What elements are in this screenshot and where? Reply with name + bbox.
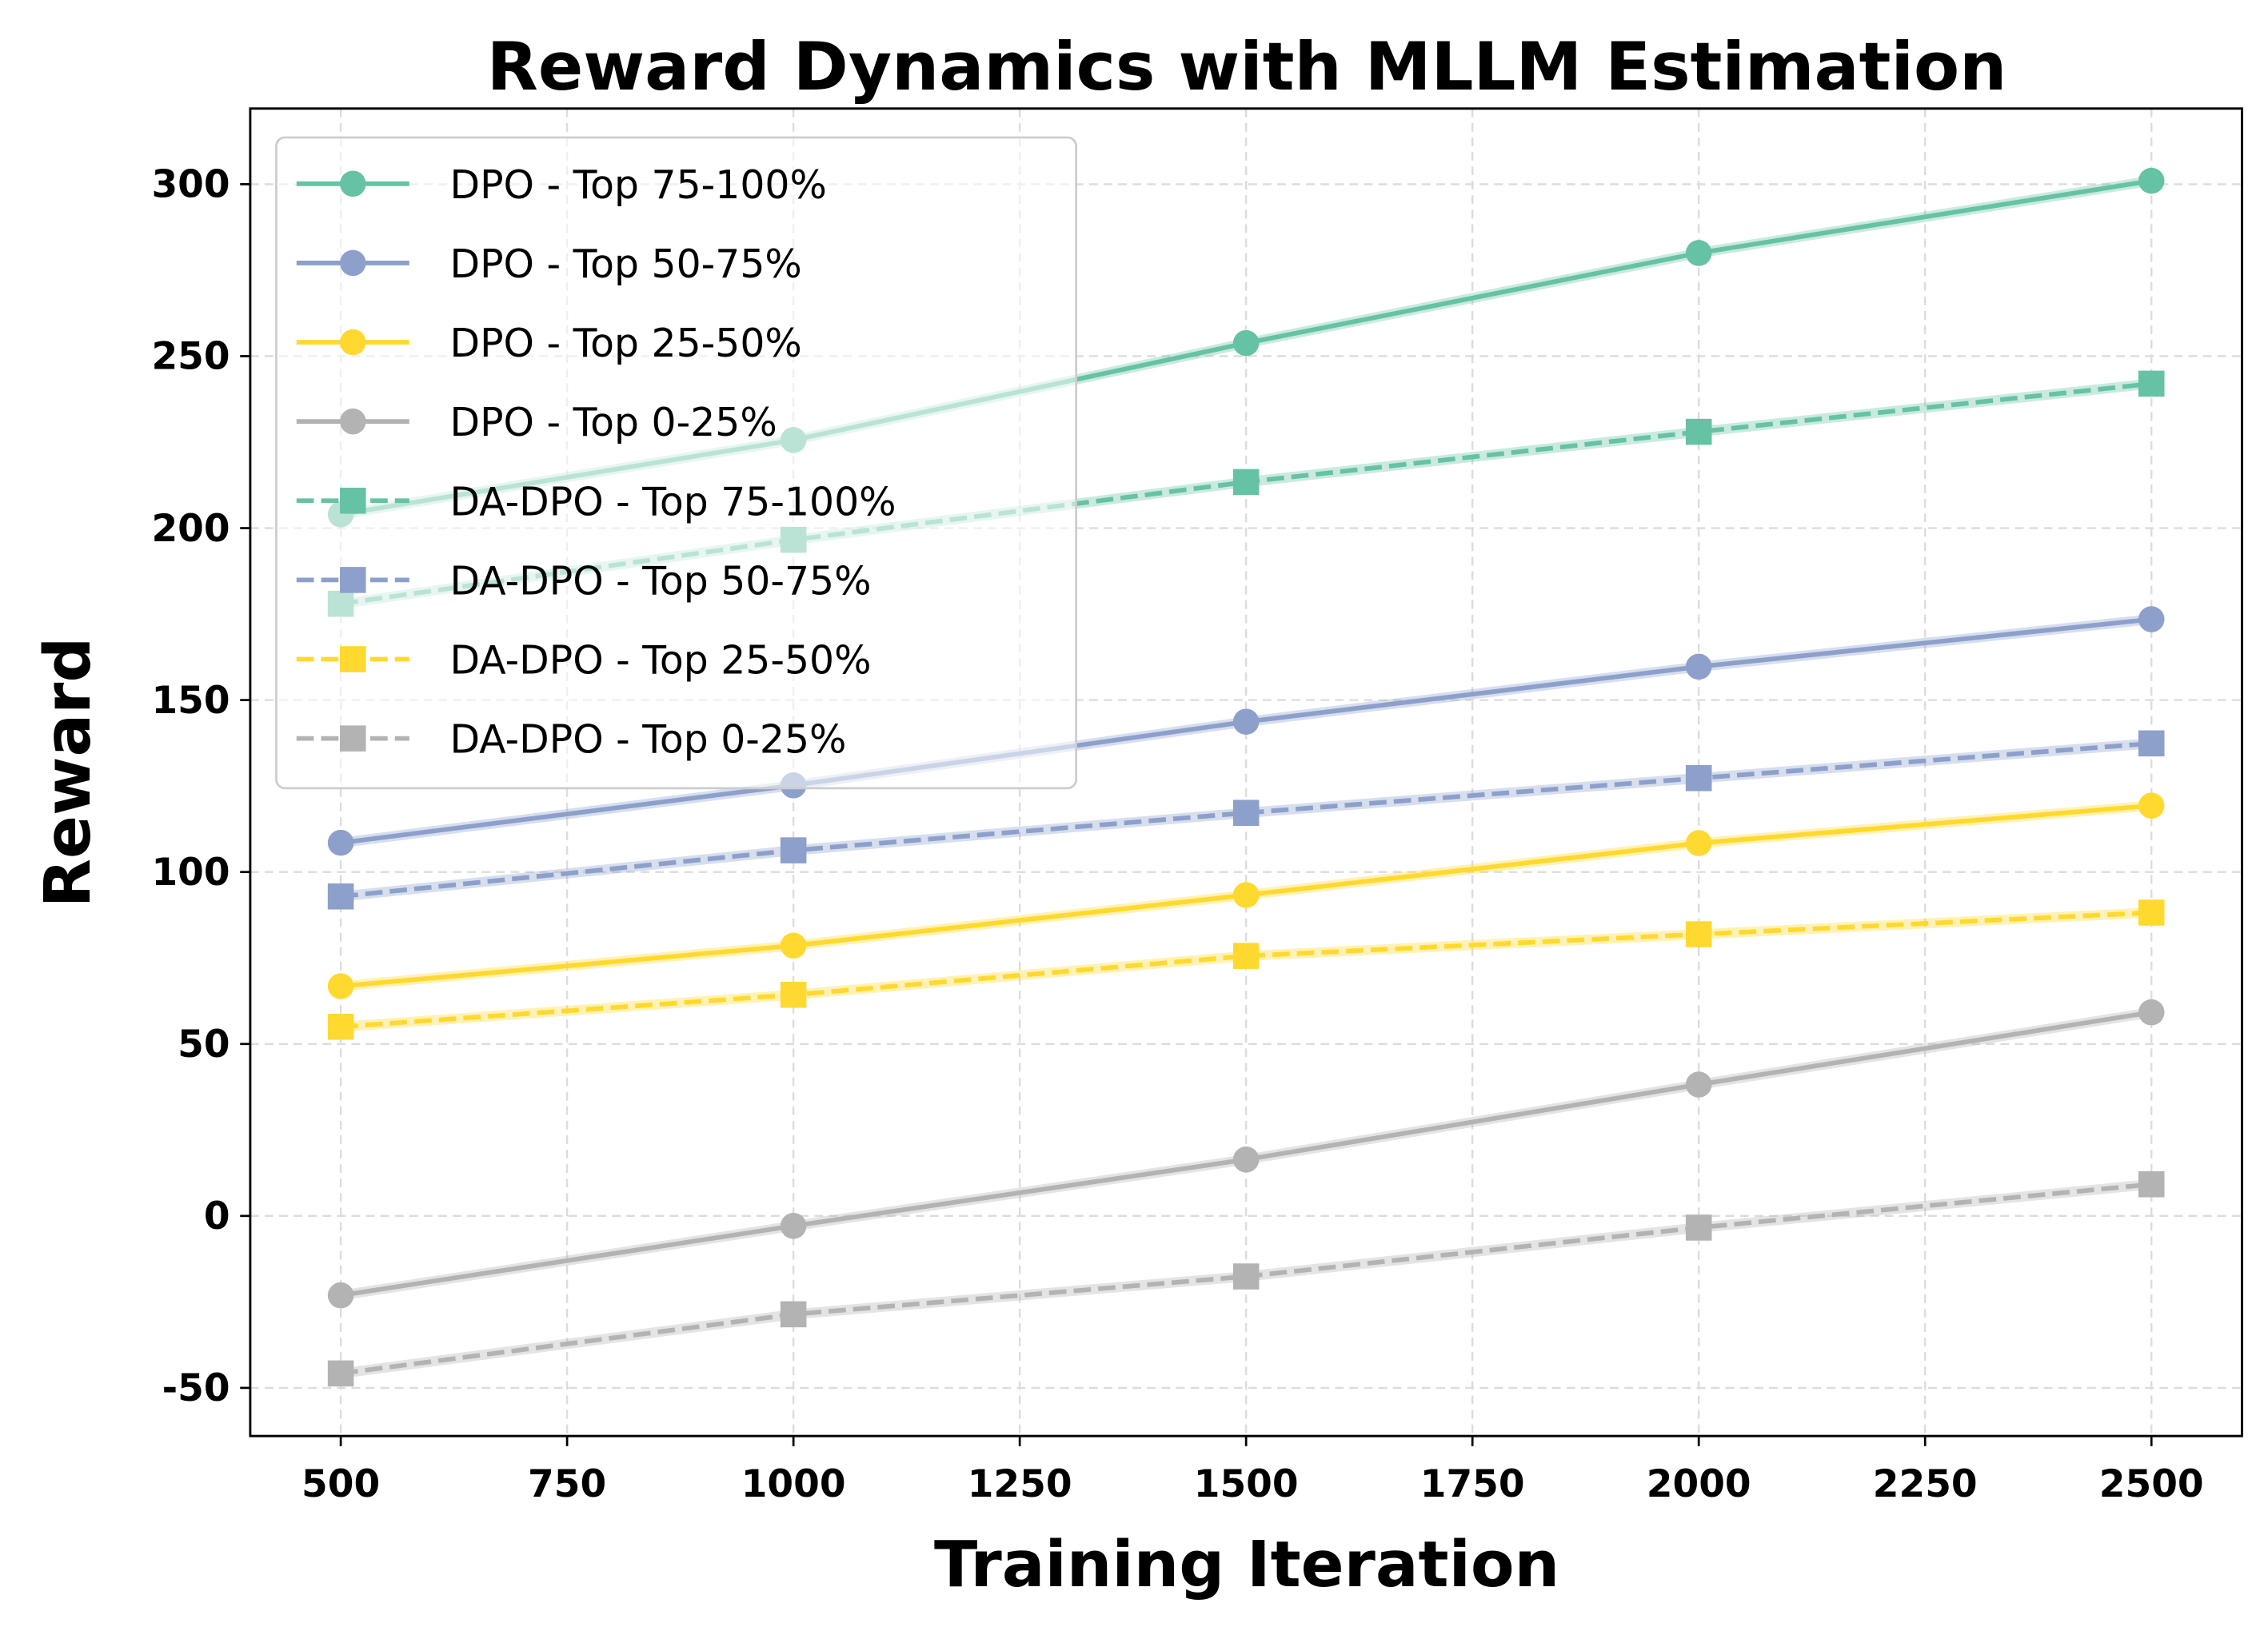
series-7	[327, 1170, 2165, 1387]
x-axis-label: Training Iteration	[934, 1527, 1559, 1601]
legend: DPO - Top 75-100% DPO - Top 50-75% DPO - T…	[275, 136, 1078, 790]
data-point	[2138, 792, 2165, 819]
data-point	[1232, 708, 1260, 735]
legend-item: DA-DPO - Top 0-25%	[296, 717, 846, 763]
series-3	[327, 999, 2165, 1309]
data-point	[1232, 1146, 1260, 1173]
legend-box	[275, 136, 1078, 790]
legend-marker	[340, 170, 366, 197]
x-tick-label: 1500	[1194, 1462, 1299, 1506]
legend-label: DA-DPO - Top 0-25%	[449, 717, 846, 763]
data-point	[780, 837, 807, 863]
data-point	[1685, 764, 1712, 792]
y-tick-label: 300	[151, 163, 230, 207]
legend-label: DA-DPO - Top 25-50%	[449, 638, 871, 684]
legend-item: DPO - Top 50-75%	[296, 241, 802, 287]
data-point	[327, 1360, 354, 1387]
y-tick-label: 100	[151, 851, 230, 895]
legend-marker	[340, 725, 366, 752]
legend-item: DPO - Top 25-50%	[296, 321, 802, 366]
legend-item: DPO - Top 75-100%	[296, 162, 827, 208]
ticks: 500 750 1000 1250 1500 1750 2000 2250 2500 -50 0 50…	[151, 163, 2203, 1506]
y-tick-label: 150	[151, 679, 230, 723]
series-6	[327, 899, 2165, 1040]
legend-marker	[340, 488, 366, 514]
data-point	[1685, 240, 1712, 266]
series-group	[327, 167, 2165, 1387]
data-point	[780, 932, 807, 959]
data-point	[2138, 1170, 2165, 1198]
legend-item: DPO - Top 0-25%	[296, 400, 777, 445]
y-axis-label: Reward	[30, 637, 105, 908]
data-point	[2138, 899, 2165, 926]
legend-label: DPO - Top 25-50%	[449, 321, 801, 366]
data-point	[780, 1213, 807, 1239]
legend-item: DA-DPO - Top 75-100%	[296, 479, 896, 524]
legend-label: DPO - Top 50-75%	[449, 241, 801, 287]
legend-item: DA-DPO - Top 50-75%	[296, 558, 872, 604]
data-point	[327, 829, 354, 856]
data-point	[327, 973, 354, 999]
y-tick-label: 250	[151, 335, 230, 379]
legend-label: DPO - Top 0-25%	[449, 400, 777, 445]
y-tick-label: 200	[151, 507, 230, 551]
data-point	[1685, 1214, 1712, 1241]
y-tick-label: 50	[178, 1023, 230, 1067]
data-point	[327, 1013, 354, 1040]
x-tick-label: 1750	[1420, 1462, 1525, 1506]
x-tick-label: 750	[528, 1462, 606, 1506]
data-point	[1232, 469, 1260, 496]
legend-label: DPO - Top 75-100%	[449, 162, 826, 208]
data-point	[2138, 167, 2165, 194]
data-point	[1232, 943, 1260, 969]
data-point	[1685, 418, 1712, 445]
legend-marker	[340, 329, 366, 356]
legend-label: DA-DPO - Top 75-100%	[449, 479, 896, 524]
legend-marker	[340, 249, 366, 277]
series-line	[340, 910, 2152, 1030]
y-tick-label: -50	[162, 1366, 230, 1410]
data-point	[1685, 1071, 1712, 1098]
x-tick-label: 2500	[2099, 1462, 2204, 1506]
data-point	[1232, 329, 1260, 357]
chart-title: Reward Dynamics with MLLM Estimation	[487, 28, 2007, 106]
data-point	[1685, 830, 1712, 856]
data-point	[1232, 800, 1260, 826]
legend-marker	[340, 646, 366, 672]
series-line	[340, 740, 2152, 899]
x-tick-label: 1250	[968, 1462, 1072, 1506]
data-point	[1685, 653, 1712, 680]
series-1	[327, 606, 2165, 856]
data-point	[780, 981, 807, 1008]
x-tick-label: 500	[301, 1462, 380, 1506]
x-tick-label: 2000	[1647, 1462, 1751, 1506]
data-point	[1685, 921, 1712, 947]
legend-marker	[340, 567, 366, 593]
y-tick-label: 0	[204, 1194, 230, 1238]
x-tick-label: 2250	[1873, 1462, 1978, 1506]
data-point	[2138, 730, 2165, 757]
legend-item: DA-DPO - Top 25-50%	[296, 638, 872, 684]
data-point	[780, 1301, 807, 1328]
data-point	[1232, 882, 1260, 908]
data-point	[2138, 606, 2165, 632]
data-point	[327, 883, 354, 910]
series-2	[327, 792, 2165, 999]
series-5	[327, 730, 2165, 910]
data-point	[1232, 1263, 1260, 1290]
data-point	[2138, 999, 2165, 1026]
x-tick-label: 1000	[741, 1462, 846, 1506]
legend-marker	[340, 408, 366, 435]
legend-label: DA-DPO - Top 50-75%	[449, 558, 871, 604]
data-point	[2138, 370, 2165, 397]
data-point	[327, 1282, 354, 1309]
